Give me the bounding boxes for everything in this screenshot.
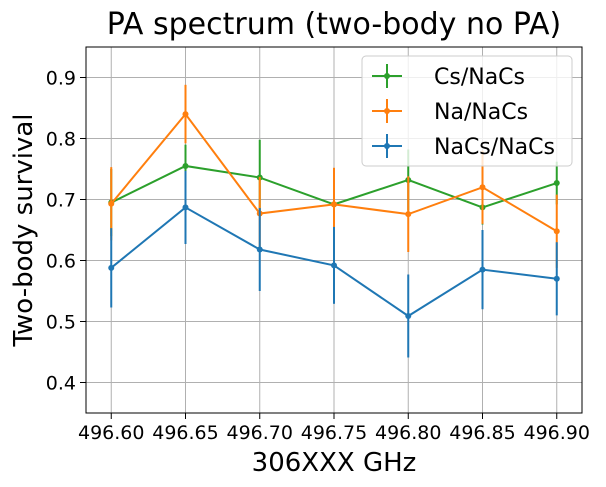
x-tick-label: 496.90 xyxy=(524,422,590,444)
legend-label: Cs/NaCs xyxy=(434,65,525,90)
data-point xyxy=(331,201,337,208)
y-axis: 0.4 0.5 0.6 0.7 0.8 0.9 xyxy=(46,68,86,395)
legend-label: Na/NaCs xyxy=(434,100,528,125)
legend-marker xyxy=(384,108,390,114)
data-point xyxy=(553,180,560,187)
data-point xyxy=(479,184,486,191)
x-axis-label: 306XXX GHz xyxy=(252,448,417,478)
data-point xyxy=(405,211,412,218)
data-point xyxy=(331,262,337,269)
data-point xyxy=(256,246,263,253)
x-tick-label: 496.85 xyxy=(449,422,515,444)
x-tick-label: 496.65 xyxy=(152,422,218,444)
x-tick-label: 496.60 xyxy=(78,422,144,444)
data-point xyxy=(108,200,115,207)
data-point xyxy=(479,266,486,273)
legend-marker xyxy=(384,143,390,149)
legend-label: NaCs/NaCs xyxy=(434,135,555,160)
y-tick-label: 0.4 xyxy=(46,373,76,395)
y-tick-label: 0.9 xyxy=(46,68,76,90)
x-tick-label: 496.75 xyxy=(301,422,367,444)
legend: Cs/NaCs Na/NaCs NaCs/NaCs xyxy=(361,55,573,167)
data-point xyxy=(108,264,115,271)
legend-marker xyxy=(384,73,390,79)
y-tick-label: 0.7 xyxy=(46,190,76,212)
legend-entry-cs-nacs: Cs/NaCs xyxy=(372,64,525,90)
x-tick-label: 496.80 xyxy=(375,422,441,444)
data-point xyxy=(182,162,189,169)
x-axis: 496.60 496.65 496.70 496.75 496.80 496.85 496.… xyxy=(78,413,590,444)
data-point xyxy=(182,204,189,211)
legend-box xyxy=(361,55,573,167)
legend-entry-na-nacs: Na/NaCs xyxy=(372,99,528,125)
x-tick-label: 496.70 xyxy=(227,422,293,444)
chart-title: PA spectrum (two-body no PA) xyxy=(107,7,562,42)
series-nacs-nacs xyxy=(108,170,560,358)
y-tick-label: 0.8 xyxy=(46,129,76,151)
data-point xyxy=(553,275,560,282)
legend-items: Cs/NaCs Na/NaCs NaCs/NaCs xyxy=(372,64,555,160)
legend-entry-nacs-nacs: NaCs/NaCs xyxy=(372,134,555,160)
y-axis-label: Two-body survival xyxy=(9,113,39,347)
y-tick-label: 0.6 xyxy=(46,251,76,273)
y-tick-label: 0.5 xyxy=(46,312,76,334)
data-point xyxy=(182,111,189,118)
data-point xyxy=(405,313,412,320)
data-point xyxy=(553,228,560,235)
